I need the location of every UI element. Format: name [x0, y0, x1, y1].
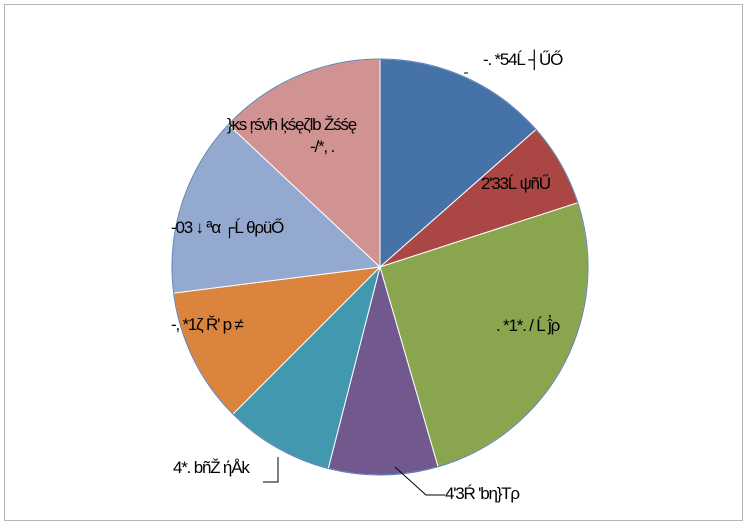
slice-label: }ĸs ŗśνħ ķśęζlb Žśśę -/*, . — [227, 115, 357, 156]
slice-label: -, *1ζ Ř' p ≠ — [171, 315, 243, 334]
chart-area: -. *54Ĺ ┤ŰŐ 2'33Ĺ ψñŰ . *1*. / Ĺ ĵ҆ρ 4'3Ŕ '… — [4, 4, 743, 521]
label-leader-line — [394, 466, 445, 496]
slice-label: 4*. bñŽ ήÅk — [173, 458, 250, 477]
slice-label: -. *54Ĺ ┤ŰŐ — [483, 49, 563, 71]
slice-label: -03 ↓ ªα ┌Ĺ θρüŐ — [171, 218, 284, 238]
pie-outline — [171, 58, 589, 476]
slice-label: 2'33Ĺ ψñŰ — [481, 174, 550, 193]
pie-chart: -. *54Ĺ ┤ŰŐ 2'33Ĺ ψñŰ . *1*. / Ĺ ĵ҆ρ 4'3Ŕ '… — [171, 49, 589, 503]
label-leader-line — [263, 457, 279, 483]
slice-label: 4'3Ŕ 'bη}Τρ — [445, 484, 519, 503]
slice-label: . *1*. / Ĺ ĵ҆ρ — [496, 314, 560, 335]
